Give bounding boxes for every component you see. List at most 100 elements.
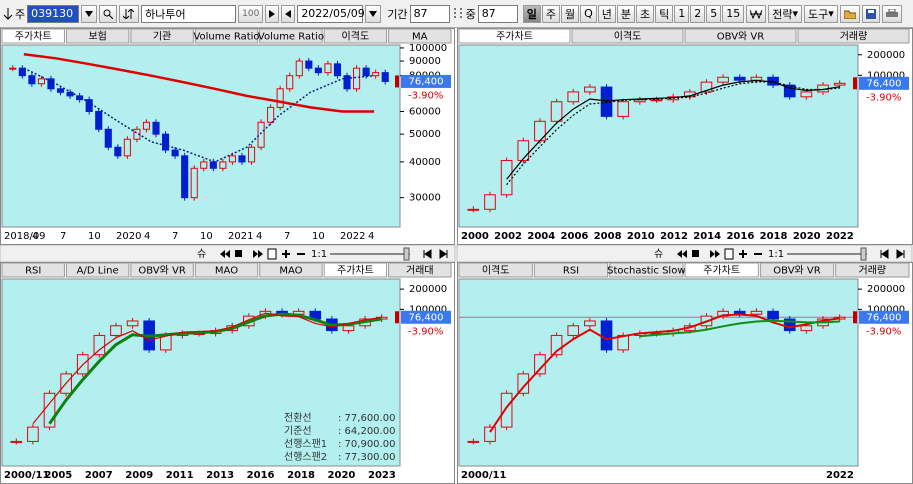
interval-button[interactable]: 5	[706, 4, 722, 23]
tab[interactable]	[323, 262, 388, 278]
code-input[interactable]: 039130	[27, 4, 80, 23]
date-dropdown[interactable]	[365, 4, 382, 23]
forward-icon[interactable]	[253, 250, 263, 258]
arrow-icon[interactable]	[3, 6, 13, 22]
tab[interactable]	[1, 28, 65, 44]
save-button[interactable]	[861, 4, 880, 23]
interval-button[interactable]: 2	[690, 4, 706, 23]
tab-label[interactable]: 보험	[88, 31, 106, 43]
tab-label[interactable]: Stochastic Slow	[607, 266, 685, 277]
name-field[interactable]: 하나투어	[141, 4, 237, 23]
print-button[interactable]	[881, 4, 902, 23]
rewind-icon[interactable]	[220, 250, 230, 258]
currency-button[interactable]	[746, 4, 767, 23]
tab[interactable]	[797, 28, 910, 44]
last-icon[interactable]	[439, 249, 448, 259]
first-icon[interactable]	[880, 249, 889, 259]
interval-button[interactable]: 주	[541, 4, 560, 23]
tools-button[interactable]: 도구 ▾	[804, 4, 838, 23]
plus-icon[interactable]	[282, 250, 290, 258]
tab-label[interactable]: A/D Line	[77, 266, 119, 277]
mid-input[interactable]: 87	[477, 4, 518, 23]
tab[interactable]	[259, 28, 323, 44]
tab[interactable]	[835, 262, 910, 278]
interval-button[interactable]: 1	[674, 4, 690, 23]
tab[interactable]	[388, 262, 452, 278]
strategy-button[interactable]: 전략 ▾	[768, 4, 803, 23]
open-button[interactable]	[839, 4, 860, 23]
tab-label[interactable]: 거래대	[406, 265, 434, 277]
tab[interactable]	[388, 28, 452, 44]
stop-icon[interactable]	[692, 250, 699, 257]
tab-label[interactable]: RSI	[563, 266, 579, 277]
grip-icon[interactable]	[452, 7, 464, 21]
plus-icon[interactable]	[739, 250, 747, 258]
interval-button[interactable]: 월	[560, 4, 580, 23]
scale-button[interactable]: 1:1	[311, 249, 327, 260]
tab-label[interactable]: 기관	[153, 31, 171, 43]
tab[interactable]	[458, 28, 571, 44]
date-input[interactable]: 2022/05/09	[297, 4, 365, 23]
tab-label[interactable]: 이격도	[614, 30, 642, 43]
sort-button[interactable]	[119, 4, 140, 23]
tab-label[interactable]: MAO	[279, 266, 302, 277]
slider-thumb[interactable]	[860, 247, 867, 261]
stop-icon[interactable]	[235, 250, 242, 257]
interval-button[interactable]: 틱	[655, 4, 674, 23]
tab[interactable]	[323, 28, 388, 44]
tab[interactable]	[684, 262, 759, 278]
tab[interactable]	[1, 262, 65, 278]
interval-button[interactable]: 초	[635, 4, 655, 23]
sync-button[interactable]: 슈	[197, 248, 206, 260]
search-button[interactable]	[99, 4, 118, 23]
scale-button[interactable]: 1:1	[768, 249, 784, 260]
tab-label[interactable]: 이격도	[482, 264, 510, 277]
tab-label[interactable]: 거래량	[859, 265, 887, 277]
interval-button[interactable]: 년	[597, 4, 616, 23]
page-icon[interactable]	[267, 248, 277, 260]
interval-button[interactable]: 일	[522, 4, 541, 23]
tab-label[interactable]: RSI	[25, 266, 41, 277]
tab[interactable]	[65, 262, 130, 278]
forward-icon[interactable]	[710, 250, 720, 258]
first-icon[interactable]	[423, 249, 432, 259]
tab-label[interactable]: 주가차트	[703, 265, 740, 277]
tab-label[interactable]: 거래량	[840, 31, 868, 43]
tab[interactable]	[571, 28, 684, 44]
tab-label[interactable]: 주가차트	[496, 31, 533, 43]
tab[interactable]	[684, 28, 797, 44]
dropdown[interactable]	[81, 4, 98, 23]
tab-label[interactable]: OBV와 VR	[773, 265, 820, 277]
interval-button[interactable]: 15	[722, 4, 745, 23]
tab-label[interactable]: 주가차트	[337, 265, 374, 277]
tab[interactable]	[759, 262, 835, 278]
rewind-icon[interactable]	[677, 250, 687, 258]
zoom-button[interactable]: 100	[238, 4, 264, 23]
tab-label[interactable]: 주가차트	[15, 31, 52, 43]
tab[interactable]	[130, 28, 194, 44]
prev-button[interactable]	[281, 4, 296, 23]
tab[interactable]	[458, 262, 533, 278]
next-button[interactable]	[265, 4, 280, 23]
period-input[interactable]: 87	[409, 4, 450, 23]
tab[interactable]	[130, 262, 194, 278]
tab-label[interactable]: 이격도	[342, 30, 370, 43]
tab-label[interactable]: OBV와 VR	[138, 265, 185, 277]
tab-label[interactable]: OBV와 VR	[717, 31, 764, 43]
sync-button[interactable]: 슈	[654, 248, 663, 260]
tab[interactable]	[533, 262, 609, 278]
tab-label[interactable]: MA	[412, 32, 428, 43]
tab[interactable]	[259, 262, 323, 278]
last-icon[interactable]	[896, 249, 905, 259]
slider-thumb[interactable]	[403, 247, 410, 261]
interval-button[interactable]: 분	[616, 4, 635, 23]
tab[interactable]	[194, 262, 259, 278]
page-icon[interactable]	[724, 248, 734, 260]
tab[interactable]	[194, 28, 259, 44]
tab[interactable]	[65, 28, 130, 44]
tab-label[interactable]: Volume Ratio	[258, 32, 324, 43]
tab-label[interactable]: MAO	[215, 266, 238, 277]
interval-button[interactable]: Q	[580, 4, 597, 23]
tab[interactable]	[609, 262, 684, 278]
tab-label[interactable]: Volume Ratio	[193, 32, 259, 43]
